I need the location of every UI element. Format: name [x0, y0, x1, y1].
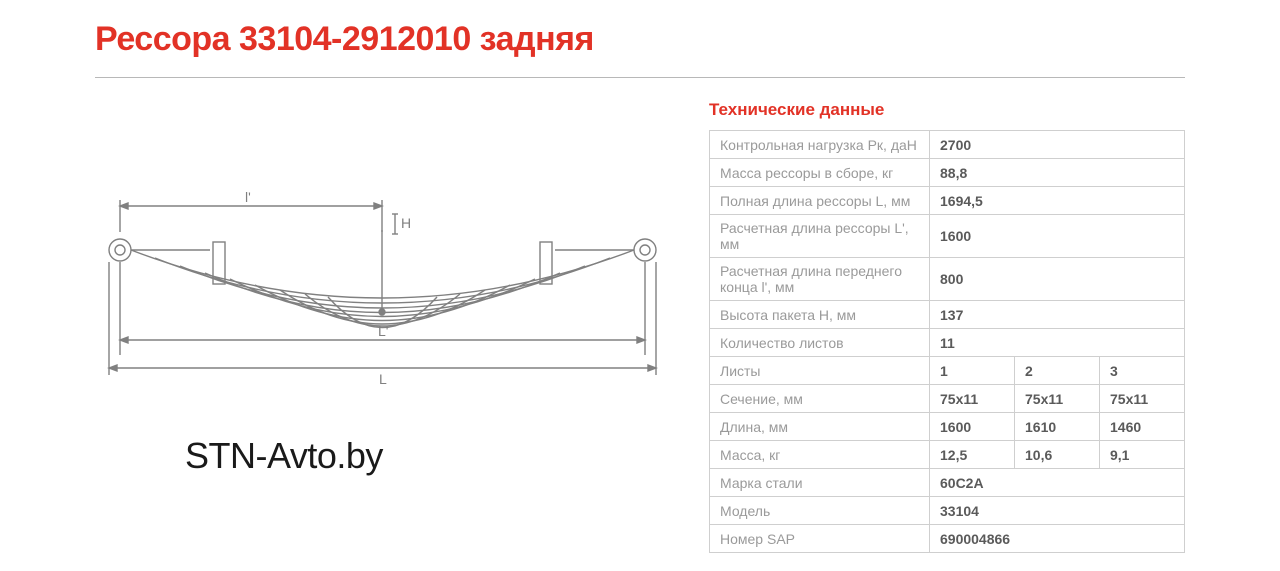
spec-label: Номер SAP — [710, 525, 930, 553]
table-row: Расчетная длина переднего конца l', мм80… — [710, 258, 1185, 301]
table-row: Модель33104 — [710, 497, 1185, 525]
spec-value: 60С2А — [930, 469, 1185, 497]
spec-value: 1610 — [1015, 413, 1100, 441]
spec-label: Количество листов — [710, 329, 930, 357]
dim-label-L: L — [379, 371, 387, 387]
spec-label: Расчетная длина переднего конца l', мм — [710, 258, 930, 301]
spec-label: Расчетная длина рессоры L', мм — [710, 215, 930, 258]
watermark-text: STN-Avto.by — [185, 435, 679, 477]
spec-value: 1600 — [930, 215, 1185, 258]
spec-title: Технические данные — [709, 100, 1185, 120]
spec-label: Листы — [710, 357, 930, 385]
spec-value: 2 — [1015, 357, 1100, 385]
content-row: l' H L' L STN-Avto.by Технические данные… — [95, 100, 1185, 553]
spec-label: Высота пакета Н, мм — [710, 301, 930, 329]
spec-label: Полная длина рессоры L, мм — [710, 187, 930, 215]
spec-label: Длина, мм — [710, 413, 930, 441]
spec-value: 11 — [930, 329, 1185, 357]
spec-value: 75х11 — [1015, 385, 1100, 413]
table-row: Длина, мм160016101460 — [710, 413, 1185, 441]
table-row: Контрольная нагрузка Рк, даН2700 — [710, 131, 1185, 159]
dim-label-h: H — [401, 215, 411, 231]
table-row: Листы123 — [710, 357, 1185, 385]
spec-value: 75х11 — [1100, 385, 1185, 413]
spec-label: Контрольная нагрузка Рк, даН — [710, 131, 930, 159]
spec-value: 75х11 — [930, 385, 1015, 413]
spec-value: 9,1 — [1100, 441, 1185, 469]
spec-value: 3 — [1100, 357, 1185, 385]
spec-value: 12,5 — [930, 441, 1015, 469]
table-row: Масса рессоры в сборе, кг88,8 — [710, 159, 1185, 187]
table-row: Количество листов11 — [710, 329, 1185, 357]
spec-label: Модель — [710, 497, 930, 525]
spec-label: Сечение, мм — [710, 385, 930, 413]
spring-diagram: l' H L' L — [95, 190, 670, 390]
spec-value: 137 — [930, 301, 1185, 329]
table-row: Высота пакета Н, мм137 — [710, 301, 1185, 329]
spec-table: Контрольная нагрузка Рк, даН2700Масса ре… — [709, 130, 1185, 553]
dim-label-l-prime: l' — [245, 190, 251, 205]
spec-label: Масса рессоры в сборе, кг — [710, 159, 930, 187]
spec-value: 800 — [930, 258, 1185, 301]
spec-value: 1 — [930, 357, 1015, 385]
table-row: Расчетная длина рессоры L', мм1600 — [710, 215, 1185, 258]
spec-value: 33104 — [930, 497, 1185, 525]
spec-value: 10,6 — [1015, 441, 1100, 469]
dim-label-L-prime: L' — [378, 323, 388, 339]
spec-panel: Технические данные Контрольная нагрузка … — [709, 100, 1185, 553]
spec-value: 690004866 — [930, 525, 1185, 553]
page-title: Рессора 33104-2912010 задняя — [95, 20, 1185, 59]
spec-value: 1600 — [930, 413, 1015, 441]
spec-value: 1460 — [1100, 413, 1185, 441]
table-row: Марка стали60С2А — [710, 469, 1185, 497]
spec-value: 2700 — [930, 131, 1185, 159]
diagram-panel: l' H L' L STN-Avto.by — [95, 100, 679, 477]
table-row: Полная длина рессоры L, мм1694,5 — [710, 187, 1185, 215]
divider — [95, 77, 1185, 78]
spec-label: Марка стали — [710, 469, 930, 497]
table-row: Сечение, мм75х1175х1175х11 — [710, 385, 1185, 413]
spec-value: 1694,5 — [930, 187, 1185, 215]
table-row: Номер SAP690004866 — [710, 525, 1185, 553]
spec-value: 88,8 — [930, 159, 1185, 187]
table-row: Масса, кг12,510,69,1 — [710, 441, 1185, 469]
spec-label: Масса, кг — [710, 441, 930, 469]
